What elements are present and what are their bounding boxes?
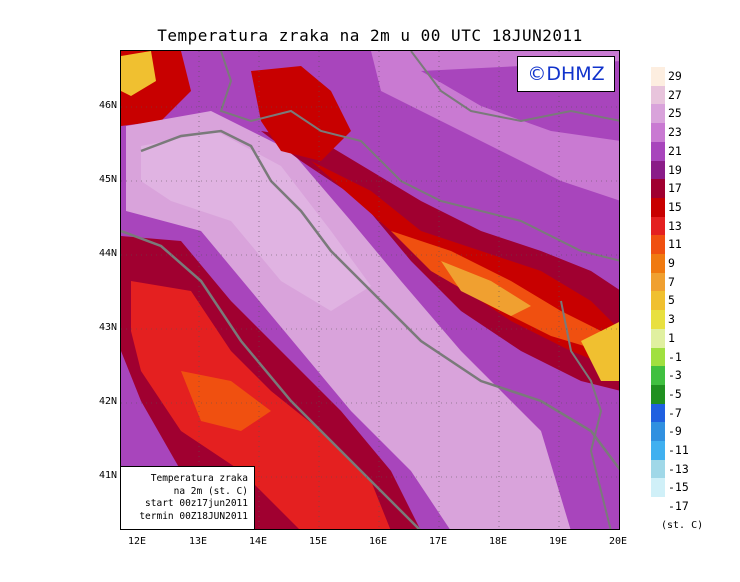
legend-label: 15 — [668, 199, 682, 214]
legend-swatch — [651, 459, 665, 479]
info-line: termin 00Z18JUN2011 — [139, 510, 248, 522]
legend-swatch — [651, 235, 665, 255]
legend-label: 5 — [668, 293, 675, 308]
temperature-map — [120, 50, 620, 530]
info-line: Temperatura zraka — [150, 473, 248, 484]
info-line: start 00z17jun2011 — [145, 498, 248, 509]
legend-label: 1 — [668, 330, 675, 345]
map-title: Temperatura zraka na 2m u 00 UTC 18JUN20… — [157, 26, 583, 45]
lat-label-45n: 45N — [98, 174, 117, 185]
lon-label-20e: 20E — [608, 536, 628, 547]
legend-swatch — [651, 384, 665, 405]
info-box: Temperatura zraka na 2m (st. C) start 00… — [121, 466, 255, 529]
legend-swatch — [651, 123, 665, 143]
legend-swatch — [651, 403, 665, 423]
legend-label: 17 — [668, 181, 682, 196]
legend-label: 21 — [668, 143, 682, 158]
legend-swatch — [651, 104, 665, 124]
temperature-field — [121, 51, 619, 529]
legend-label: 13 — [668, 218, 682, 233]
legend-label: 27 — [668, 87, 682, 102]
info-line: na 2m (st. C) — [173, 485, 248, 497]
lat-label-46n: 46N — [98, 100, 117, 111]
legend-label: -15 — [668, 480, 689, 495]
lon-label-12e: 12E — [127, 536, 147, 547]
legend-label: 25 — [668, 106, 682, 121]
dhmz-logo: ©DHMZ — [517, 56, 615, 92]
legend-label: 23 — [668, 125, 682, 140]
legend-swatch — [651, 422, 665, 442]
legend-label: 7 — [668, 274, 675, 289]
legend-swatch — [651, 328, 665, 348]
legend-label: -5 — [668, 386, 682, 401]
lon-label-19e: 19E — [548, 536, 568, 547]
legend-swatch — [651, 216, 665, 236]
legend-label: 29 — [668, 69, 682, 83]
legend-label: 9 — [668, 256, 675, 270]
legend-label: 19 — [668, 162, 682, 177]
lon-label-14e: 14E — [248, 536, 268, 547]
legend-label: -13 — [668, 461, 689, 476]
legend-label: -17 — [668, 499, 689, 514]
legend-swatch — [651, 441, 665, 461]
legend-swatch — [651, 85, 665, 105]
legend-label: -11 — [668, 443, 689, 457]
legend-swatch — [651, 67, 665, 87]
lon-label-16e: 16E — [368, 536, 388, 547]
legend-swatch — [651, 272, 665, 292]
legend-swatch — [651, 197, 665, 218]
lat-label-41n: 41N — [98, 470, 117, 481]
lat-label-44n: 44N — [98, 248, 117, 259]
legend-unit: (st. C) — [661, 520, 704, 531]
lat-label-43n: 43N — [98, 322, 117, 333]
legend-swatch — [651, 291, 665, 311]
legend-label: 3 — [668, 312, 675, 327]
lon-label-17e: 17E — [428, 536, 448, 547]
legend-swatch — [651, 497, 665, 517]
legend-label: 11 — [668, 237, 682, 252]
lat-label-42n: 42N — [98, 396, 117, 407]
legend-swatch — [651, 310, 665, 330]
legend-swatch — [651, 254, 665, 274]
legend-label: -7 — [668, 405, 682, 420]
lon-label-13e: 13E — [188, 536, 208, 547]
legend-swatch — [651, 478, 665, 498]
legend-swatch — [651, 160, 665, 180]
legend-label: -3 — [668, 368, 682, 383]
legend-label: -9 — [668, 424, 682, 439]
lon-label-15e: 15E — [308, 536, 328, 547]
legend-swatch — [651, 366, 665, 386]
legend-swatch — [651, 141, 665, 161]
legend-swatch — [651, 347, 665, 367]
legend-label: -1 — [668, 349, 682, 364]
legend-swatch — [651, 179, 665, 199]
lon-label-18e: 18E — [488, 536, 508, 547]
